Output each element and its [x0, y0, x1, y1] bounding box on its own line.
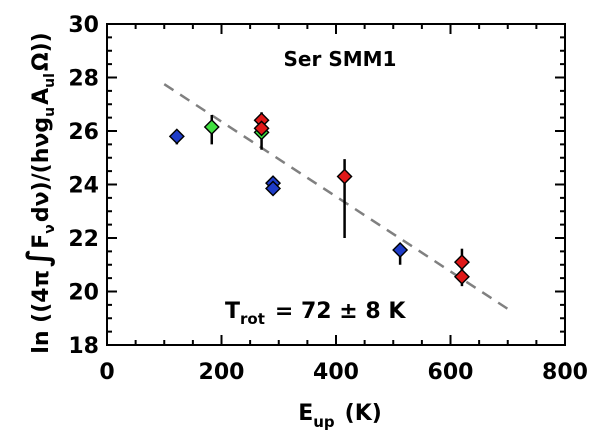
- y-tick-label: 20: [68, 281, 99, 306]
- data-point-blue: [265, 180, 282, 197]
- y-tick-label: 22: [68, 227, 99, 252]
- x-tick-label: 800: [542, 360, 588, 385]
- x-tick-label: 200: [199, 360, 245, 385]
- data-point-red: [453, 248, 470, 271]
- y-label-g: g: [29, 117, 54, 133]
- diamond-marker: [253, 120, 270, 137]
- y-label-nu-sub: ν: [42, 224, 58, 234]
- diamond-marker: [453, 254, 470, 271]
- y-axis-label: ln ((4π ∫Fνdν)/(hνguAul Ω)): [21, 32, 58, 353]
- x-label-unit: (K): [345, 401, 382, 426]
- fit-line-layer: [163, 83, 509, 310]
- tick-marks: [106, 23, 566, 346]
- data-point-blue: [392, 242, 409, 265]
- data-points: [168, 112, 470, 287]
- data-point-red: [253, 120, 270, 137]
- data-point-green: [203, 114, 220, 145]
- y-label-prefix: ln ((4π: [29, 270, 54, 354]
- data-point-red: [453, 268, 470, 287]
- diamond-marker: [453, 268, 470, 285]
- data-point-red: [336, 159, 353, 238]
- y-tick-label: 28: [68, 67, 99, 92]
- x-axis-label: Eup (K): [298, 401, 382, 431]
- y-tick-label: 30: [68, 13, 99, 38]
- diamond-marker: [168, 128, 185, 145]
- tick-labels: 0 200 400 600 800 18 20 22 24 26 28 30: [68, 13, 588, 385]
- diamond-marker: [336, 168, 353, 185]
- annotation-main: T: [225, 299, 240, 324]
- annotation-rest: = 72 ± 8 K: [275, 299, 406, 324]
- y-label-A: A: [29, 88, 54, 105]
- diamond-marker: [392, 242, 409, 259]
- plot-frame: [106, 23, 566, 346]
- y-label-A-sub: ul: [42, 73, 58, 88]
- temperature-annotation: Trot = 72 ± 8 K: [225, 299, 406, 328]
- y-label-integral: ∫: [21, 249, 56, 267]
- y-label-F: F: [29, 234, 54, 249]
- y-label-dnu: dν)/(hν: [29, 133, 54, 223]
- y-label-suffix: Ω)): [29, 32, 54, 71]
- y-tick-label: 18: [68, 334, 99, 359]
- x-label-sub: up: [313, 413, 335, 431]
- y-tick-label: 26: [68, 120, 99, 145]
- diamond-marker: [265, 180, 282, 197]
- chart-title: Ser SMM1: [284, 47, 397, 71]
- x-tick-label: 400: [313, 360, 359, 385]
- y-tick-label: 24: [68, 174, 99, 199]
- diamond-marker: [203, 118, 220, 135]
- x-tick-label: 0: [99, 360, 114, 385]
- annotation-sub: rot: [240, 310, 265, 328]
- fit-line: [163, 83, 509, 310]
- y-label-g-sub: u: [42, 107, 58, 117]
- x-tick-label: 600: [428, 360, 474, 385]
- x-label-main: E: [298, 401, 313, 426]
- data-point-blue: [168, 128, 185, 145]
